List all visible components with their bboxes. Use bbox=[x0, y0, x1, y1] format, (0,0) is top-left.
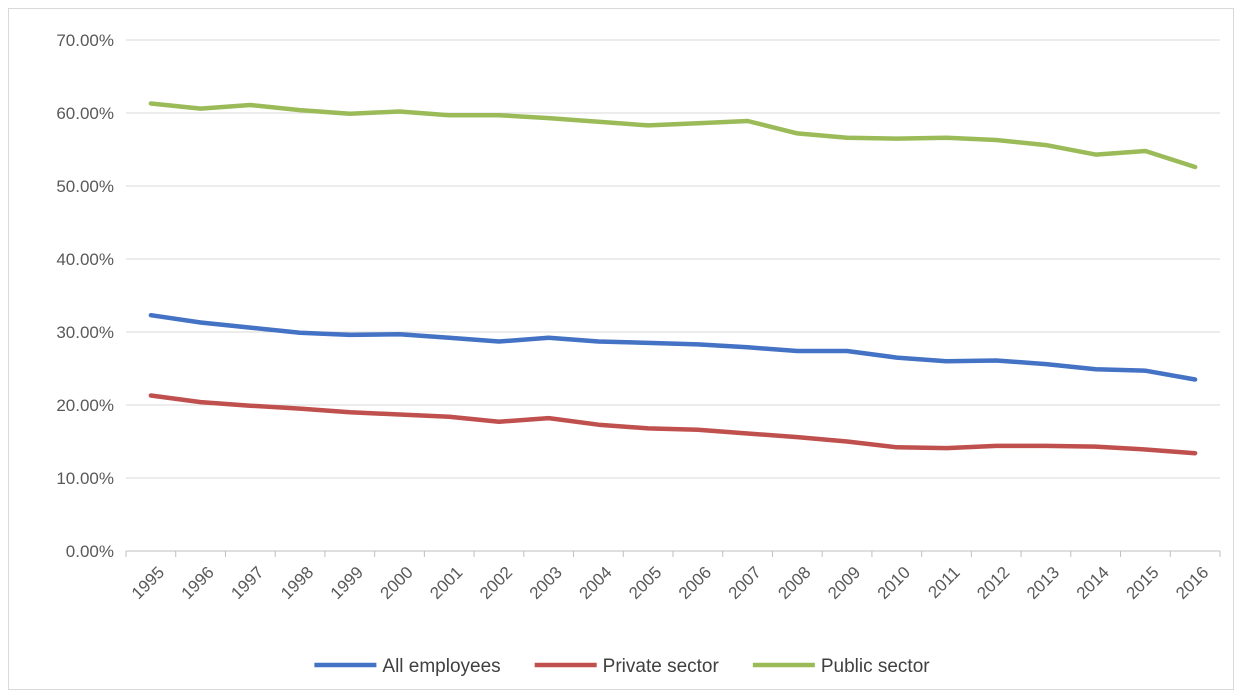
y-tick-label: 70.00% bbox=[56, 31, 114, 50]
y-tick-label: 20.00% bbox=[56, 396, 114, 415]
x-tick-label: 2015 bbox=[1122, 563, 1162, 603]
x-tick-label: 2005 bbox=[625, 563, 665, 603]
x-tick-label: 2014 bbox=[1073, 563, 1113, 603]
x-tick-label: 1997 bbox=[227, 563, 267, 603]
x-tick-label: 2001 bbox=[426, 563, 466, 603]
y-tick-label: 0.00% bbox=[66, 542, 114, 561]
x-tick-label: 1998 bbox=[277, 563, 317, 603]
x-tick-label: 2008 bbox=[774, 563, 814, 603]
series-line-public-sector bbox=[148, 101, 1198, 170]
line-chart: 0.00% 10.00% 20.00% 30.00% 40.00% 50.00% 60.00… bbox=[56, 31, 1221, 677]
x-tick-label: 1999 bbox=[327, 563, 367, 603]
x-tick-label: 2002 bbox=[476, 563, 516, 603]
x-tick-label: 2004 bbox=[575, 563, 615, 603]
x-tick-label: 2007 bbox=[725, 563, 765, 603]
y-tick-label: 40.00% bbox=[56, 250, 114, 269]
x-tick-label: 1996 bbox=[178, 563, 218, 603]
legend-label-all-employees: All employees bbox=[382, 656, 500, 677]
series-line-all-employees bbox=[148, 312, 1198, 382]
y-tick-label: 60.00% bbox=[56, 104, 114, 123]
x-tick-label: 2010 bbox=[874, 563, 914, 603]
x-tick-label: 2011 bbox=[924, 563, 963, 602]
series-lines bbox=[148, 101, 1198, 456]
x-tick-label: 2000 bbox=[377, 563, 417, 603]
series-line-private-sector bbox=[148, 393, 1198, 456]
legend-label-private-sector: Private sector bbox=[603, 656, 720, 677]
y-axis-tick-labels: 0.00% 10.00% 20.00% 30.00% 40.00% 50.00% 60.00… bbox=[56, 31, 114, 561]
x-tick-label: 2016 bbox=[1172, 563, 1212, 603]
legend: All employees Private sector Public sector bbox=[314, 656, 930, 677]
x-tick-label: 2013 bbox=[1023, 563, 1063, 603]
x-tick-label: 2006 bbox=[675, 563, 715, 603]
x-tick-label: 2012 bbox=[973, 563, 1013, 603]
gridlines bbox=[126, 39, 1220, 552]
y-tick-label: 50.00% bbox=[56, 177, 114, 196]
x-tick-label: 2009 bbox=[824, 563, 864, 603]
x-axis-tick-labels: 1995 1996 1997 1998 1999 2000 2001 2002 2003 2004… bbox=[125, 551, 1221, 603]
chart-container: 0.00% 10.00% 20.00% 30.00% 40.00% 50.00% 60.00… bbox=[8, 8, 1234, 690]
y-tick-label: 30.00% bbox=[56, 323, 114, 342]
x-tick-label: 1995 bbox=[128, 563, 168, 603]
x-tick-label: 2003 bbox=[526, 563, 566, 603]
y-tick-label: 10.00% bbox=[56, 469, 114, 488]
legend-label-public-sector: Public sector bbox=[821, 656, 930, 677]
